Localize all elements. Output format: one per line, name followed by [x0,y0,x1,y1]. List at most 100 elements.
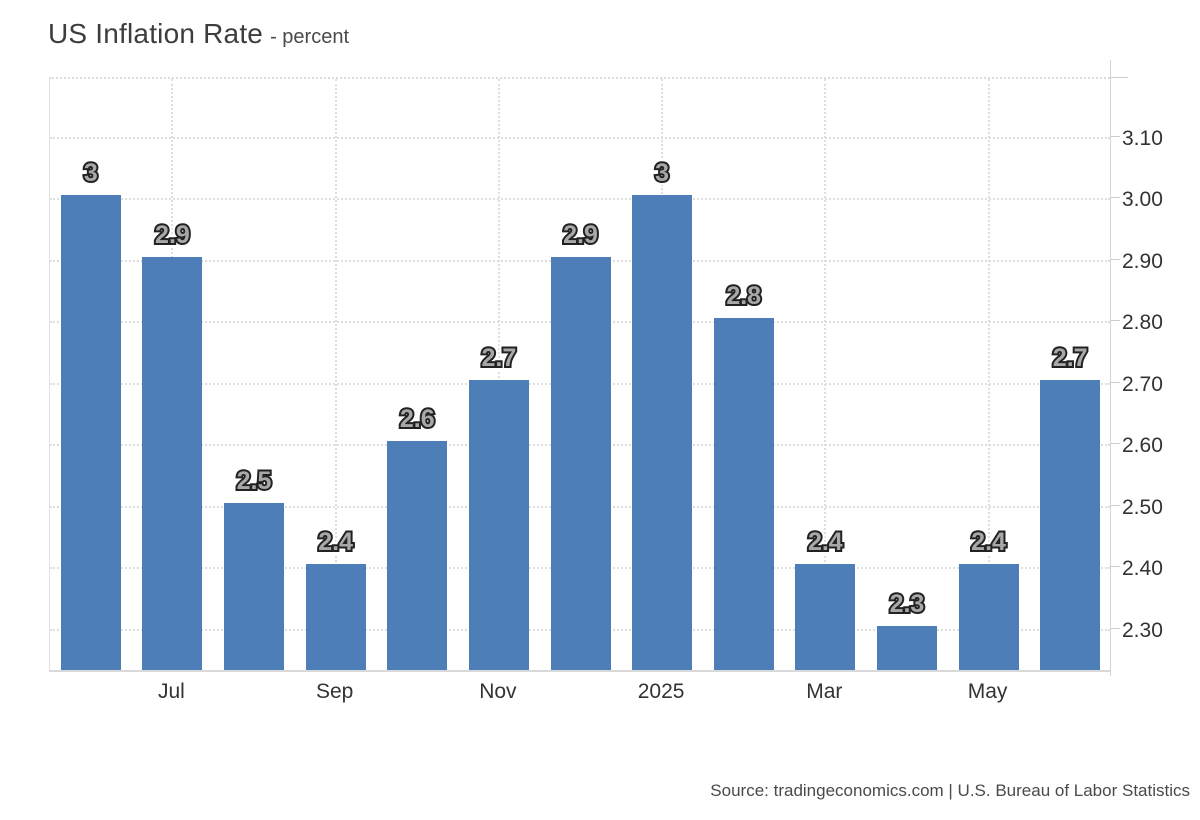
bar-value-text: 2.9 [561,220,600,249]
bar-value-text: 2.5 [236,466,272,495]
bar-value-text: 2.4 [971,528,1006,557]
bar-value-label: 2.4 2.4 2.4 [967,526,1010,559]
y-axis-tick-label: 3.00 [1122,188,1163,212]
bar-value-text: 2.4 [314,526,357,559]
bar-value-text: 2.3 [888,589,927,618]
bar[interactable] [713,318,774,670]
y-axis-tick-label: 2.80 [1122,311,1163,335]
y-axis-tick-label: 2.60 [1122,434,1163,458]
chart-subtitle: - percent [270,26,350,48]
bar-value-text: 2.4 [318,528,354,557]
gridline-vertical [497,79,500,670]
y-axis-tick-label: 2.40 [1122,557,1163,581]
bar[interactable] [958,564,1019,670]
bar-value-text: 2.8 [724,282,763,311]
bar-value-label: 2.9 2.9 2.9 [559,218,602,251]
y-axis-tick-label: 2.30 [1122,618,1163,642]
bar-value-text: 2.9 [559,218,602,251]
y-axis-tick-label: 3.10 [1122,127,1163,150]
chart-header: US Inflation Rate - percent [48,18,349,50]
bar-value-text: 2.7 [1049,341,1092,374]
x-axis-tick-label: 2025 [637,680,685,703]
bar-value-text: 3 [653,159,671,188]
bar[interactable] [795,564,856,670]
bar-value-label: 2.8 2.8 2.8 [722,280,765,313]
bar-value-label: 2.7 2.7 2.7 [478,341,521,374]
bar-value-label: 2.5 2.5 2.5 [233,464,276,497]
bar[interactable] [142,256,203,670]
y-axis-tick-mark [1110,566,1120,568]
y-axis-tick-mark [1110,197,1120,199]
y-axis-line [1110,60,1111,676]
bar-value-text: 2.8 [722,280,765,313]
bar-value-label: 2.3 2.3 2.3 [886,587,929,620]
bar[interactable] [876,625,937,670]
x-axis-tick-label: May [967,680,1008,703]
bar-value-text: 2.3 [886,587,929,620]
bar[interactable] [550,256,611,670]
bar-value-text: 2.5 [233,464,276,497]
bar-value-text: 2.7 [481,343,517,372]
y-axis-tick-label: 2.50 [1122,495,1163,519]
y-axis-tick-label: 2.70 [1122,372,1163,396]
bar-value-text: 3 [82,159,100,188]
bar-value-text: 2.8 [726,282,762,311]
bar-value-text: 2.5 [235,466,274,495]
bar-value-text: 2.9 [151,218,194,251]
bar-value-text: 2.4 [807,528,843,557]
bar-value-text: 2.4 [316,528,355,557]
bar[interactable] [632,195,693,670]
y-axis-tick-mark [1110,320,1120,322]
bar-value-text: 2.9 [153,220,192,249]
x-axis-tick-label: Jul [157,680,185,703]
y-axis-tick-mark [1110,504,1120,506]
y-axis-tick-mark [1110,77,1128,78]
bar-value-text: 2.3 [889,589,925,618]
y-axis-tick-mark [1110,627,1120,629]
chart-title: US Inflation Rate [48,18,264,49]
bar-value-text: 2.9 [155,220,190,249]
gridline-horizontal [50,137,1110,139]
bar-value-label: 2.4 2.4 2.4 [804,526,847,559]
bar-value-text: 3 [80,157,102,190]
gridline-horizontal [50,198,1110,201]
bar[interactable] [224,502,285,670]
bar-value-text: 2.7 [1052,343,1088,372]
bar-value-text: 2.4 [804,526,847,559]
bar[interactable] [1040,379,1101,670]
bar-value-label: 2.6 2.6 2.6 [396,403,439,436]
bar-value-text: 3 [83,159,98,188]
x-axis-tick-label: Nov [479,680,517,703]
bar[interactable] [468,379,529,670]
y-axis-tick-label: 2.90 [1122,249,1163,273]
bar[interactable] [387,441,448,670]
x-axis-tick-label: Mar [806,680,843,703]
bar[interactable] [305,564,366,670]
bar-value-text: 3 [655,159,670,188]
source-attribution: Source: tradingeconomics.com | U.S. Bure… [710,781,1190,800]
bar[interactable] [60,195,121,670]
bar-value-text: 2.6 [398,405,437,434]
bar-value-text: 2.7 [478,341,521,374]
bar-value-label: 2.9 2.9 2.9 [151,218,194,251]
bar-value-text: 2.6 [399,405,435,434]
bar-value-text: 2.4 [969,528,1008,557]
bar-value-text: 3 [651,157,673,190]
bar-value-text: 2.7 [1051,343,1090,372]
bar-value-text: 2.4 [806,528,845,557]
bar-value-label: 2.4 2.4 2.4 [314,526,357,559]
y-axis-tick-mark [1110,381,1120,383]
gridline-vertical [824,79,827,670]
bar-value-text: 2.9 [563,220,598,249]
plot-area: 3 3 3 2.9 2.9 2.9 2.5 2.5 2.5 2.4 2.4 2.4 2.6 2.6 2.6 2… [49,77,1110,672]
gridline-vertical [334,79,337,670]
bar-value-label: 2.7 2.7 2.7 [1049,341,1092,374]
bar-value-text: 2.7 [480,343,519,372]
bar-value-text: 2.6 [396,403,439,436]
y-axis-tick-mark [1110,136,1120,137]
gridline-vertical [987,79,990,670]
x-axis-tick-label: Sep [315,680,354,703]
